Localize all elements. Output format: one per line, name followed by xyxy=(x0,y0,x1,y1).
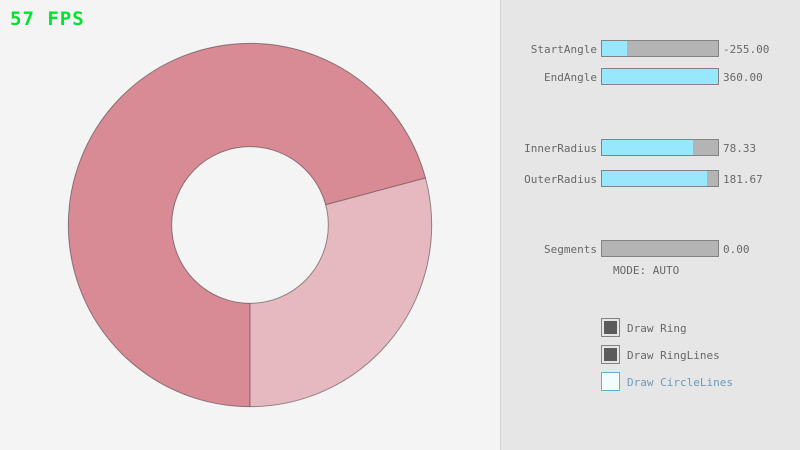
control-panel: StartAngle -255.00 EndAngle 360.00 Inner… xyxy=(500,0,800,450)
slider-fill xyxy=(602,41,628,56)
slider-fill xyxy=(602,171,708,186)
slider-row-start-angle: StartAngle -255.00 xyxy=(501,40,800,57)
draw-circlelines-label: Draw CircleLines xyxy=(627,376,733,389)
segments-mode-label: MODE: AUTO xyxy=(613,264,680,277)
outer-radius-label: OuterRadius xyxy=(524,173,597,186)
segments-slider[interactable] xyxy=(601,240,719,257)
slider-row-inner-radius: InnerRadius 78.33 xyxy=(501,139,800,156)
start-angle-value: -255.00 xyxy=(723,43,770,56)
draw-ringlines-checkbox[interactable] xyxy=(601,345,620,364)
slider-row-end-angle: EndAngle 360.00 xyxy=(501,68,800,85)
end-angle-value: 360.00 xyxy=(723,71,763,84)
inner-radius-value: 78.33 xyxy=(723,142,757,155)
outer-radius-slider[interactable] xyxy=(601,170,719,187)
end-angle-label: EndAngle xyxy=(544,71,597,84)
draw-ring-checkbox[interactable] xyxy=(601,318,620,337)
start-angle-label: StartAngle xyxy=(530,43,597,56)
checkbox-row-draw-circlelines: Draw CircleLines xyxy=(501,372,800,391)
checkbox-row-draw-ring: Draw Ring xyxy=(501,318,800,337)
segments-label: Segments xyxy=(544,243,597,256)
draw-ringlines-label: Draw RingLines xyxy=(627,349,720,362)
draw-circlelines-checkbox[interactable] xyxy=(601,372,620,391)
start-angle-slider[interactable] xyxy=(601,40,719,57)
inner-radius-slider[interactable] xyxy=(601,139,719,156)
slider-fill xyxy=(602,69,718,84)
inner-radius-label: InnerRadius xyxy=(524,142,597,155)
draw-ring-label: Draw Ring xyxy=(627,322,687,335)
outer-radius-value: 181.67 xyxy=(723,173,763,186)
fps-counter: 57 FPS xyxy=(10,8,85,30)
slider-row-outer-radius: OuterRadius 181.67 xyxy=(501,170,800,187)
checkbox-row-draw-ringlines: Draw RingLines xyxy=(501,345,800,364)
ring-chart xyxy=(67,42,433,408)
slider-fill xyxy=(602,140,693,155)
slider-row-segments: Segments 0.00 xyxy=(501,240,800,257)
end-angle-slider[interactable] xyxy=(601,68,719,85)
segments-value: 0.00 xyxy=(723,243,750,256)
